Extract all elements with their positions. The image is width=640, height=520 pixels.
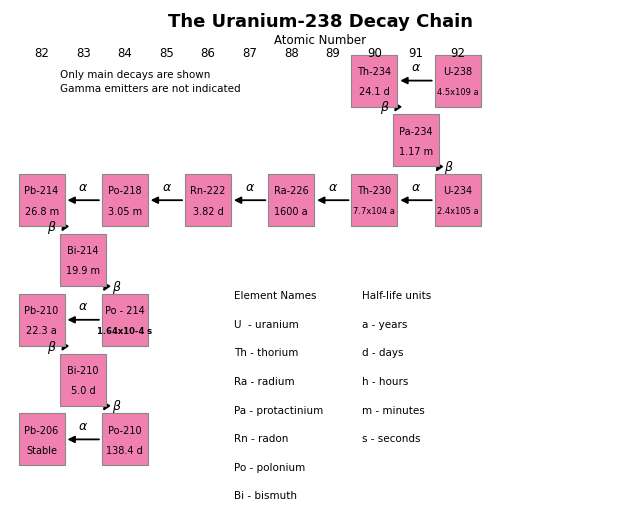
Text: d - days: d - days — [362, 348, 403, 358]
Text: β: β — [380, 101, 388, 114]
Text: 90: 90 — [367, 47, 382, 60]
Text: 1.17 m: 1.17 m — [399, 147, 433, 157]
Text: Rn-222: Rn-222 — [190, 186, 226, 197]
Text: α: α — [79, 420, 87, 433]
FancyBboxPatch shape — [60, 354, 106, 406]
Text: β: β — [47, 221, 55, 234]
Text: Pa-234: Pa-234 — [399, 126, 433, 137]
Text: 83: 83 — [76, 47, 91, 60]
Text: 19.9 m: 19.9 m — [66, 266, 100, 277]
FancyBboxPatch shape — [102, 413, 148, 465]
FancyBboxPatch shape — [19, 174, 65, 226]
Text: Po - 214: Po - 214 — [105, 306, 145, 316]
Text: m - minutes: m - minutes — [362, 406, 424, 415]
Text: 3.82 d: 3.82 d — [193, 206, 223, 217]
FancyBboxPatch shape — [435, 174, 481, 226]
FancyBboxPatch shape — [351, 55, 397, 107]
Text: Po-218: Po-218 — [108, 186, 141, 197]
Text: Only main decays are shown: Only main decays are shown — [60, 70, 211, 80]
Text: 22.3 a: 22.3 a — [26, 326, 57, 336]
Text: Bi - bismuth: Bi - bismuth — [234, 491, 296, 501]
Text: Gamma emitters are not indicated: Gamma emitters are not indicated — [60, 84, 241, 94]
Text: Th - thorium: Th - thorium — [234, 348, 298, 358]
Text: 7.7x104 a: 7.7x104 a — [353, 207, 396, 216]
Text: U-238: U-238 — [443, 67, 472, 77]
Text: Bi-214: Bi-214 — [67, 246, 99, 256]
Text: 85: 85 — [159, 47, 174, 60]
Text: α: α — [79, 180, 87, 193]
Text: Half-life units: Half-life units — [362, 291, 431, 301]
Text: h - hours: h - hours — [362, 377, 408, 387]
Text: Rn - radon: Rn - radon — [234, 434, 288, 444]
Text: 92: 92 — [450, 47, 465, 60]
Text: U  - uranium: U - uranium — [234, 320, 298, 330]
Text: Atomic Number: Atomic Number — [274, 34, 366, 47]
FancyBboxPatch shape — [19, 294, 65, 346]
Text: Ra - radium: Ra - radium — [234, 377, 294, 387]
Text: 24.1 d: 24.1 d — [359, 87, 390, 97]
Text: Th-234: Th-234 — [357, 67, 392, 77]
Text: 1600 a: 1600 a — [275, 206, 308, 217]
Text: Element Names: Element Names — [234, 291, 316, 301]
Text: U-234: U-234 — [443, 186, 472, 197]
Text: Po - polonium: Po - polonium — [234, 463, 305, 473]
Text: β: β — [444, 161, 452, 174]
FancyBboxPatch shape — [102, 174, 148, 226]
Text: α: α — [246, 180, 253, 193]
Text: 2.4x105 a: 2.4x105 a — [436, 207, 479, 216]
Text: 26.8 m: 26.8 m — [24, 206, 59, 217]
Text: Pb-206: Pb-206 — [24, 425, 59, 436]
FancyBboxPatch shape — [185, 174, 231, 226]
Text: 84: 84 — [117, 47, 132, 60]
Text: α: α — [329, 180, 337, 193]
Text: 82: 82 — [34, 47, 49, 60]
Text: 1.64x10-4 s: 1.64x10-4 s — [97, 327, 152, 336]
Text: 91: 91 — [408, 47, 424, 60]
Text: Stable: Stable — [26, 446, 57, 456]
Text: Pb-214: Pb-214 — [24, 186, 59, 197]
Text: Th-230: Th-230 — [357, 186, 392, 197]
Text: 3.05 m: 3.05 m — [108, 206, 142, 217]
Text: α: α — [412, 180, 420, 193]
FancyBboxPatch shape — [60, 234, 106, 286]
FancyBboxPatch shape — [268, 174, 314, 226]
Text: Pb-210: Pb-210 — [24, 306, 59, 316]
Text: α: α — [163, 180, 170, 193]
Text: Ra-226: Ra-226 — [274, 186, 308, 197]
Text: s - seconds: s - seconds — [362, 434, 420, 444]
FancyBboxPatch shape — [102, 294, 148, 346]
Text: β: β — [47, 341, 55, 354]
Text: 86: 86 — [200, 47, 216, 60]
Text: 4.5x109 a: 4.5x109 a — [436, 87, 479, 97]
Text: β: β — [111, 281, 120, 294]
Text: 87: 87 — [242, 47, 257, 60]
Text: α: α — [79, 300, 87, 313]
Text: The Uranium-238 Decay Chain: The Uranium-238 Decay Chain — [168, 13, 472, 31]
FancyBboxPatch shape — [435, 55, 481, 107]
Text: 5.0 d: 5.0 d — [71, 386, 95, 396]
Text: a - years: a - years — [362, 320, 407, 330]
Text: Bi-210: Bi-210 — [67, 366, 99, 376]
Text: 89: 89 — [325, 47, 340, 60]
Text: Po-210: Po-210 — [108, 425, 141, 436]
Text: Pa - protactinium: Pa - protactinium — [234, 406, 323, 415]
FancyBboxPatch shape — [393, 114, 439, 166]
Text: 88: 88 — [284, 47, 299, 60]
Text: α: α — [412, 61, 420, 74]
Text: β: β — [111, 400, 120, 413]
FancyBboxPatch shape — [351, 174, 397, 226]
FancyBboxPatch shape — [19, 413, 65, 465]
Text: 138.4 d: 138.4 d — [106, 446, 143, 456]
